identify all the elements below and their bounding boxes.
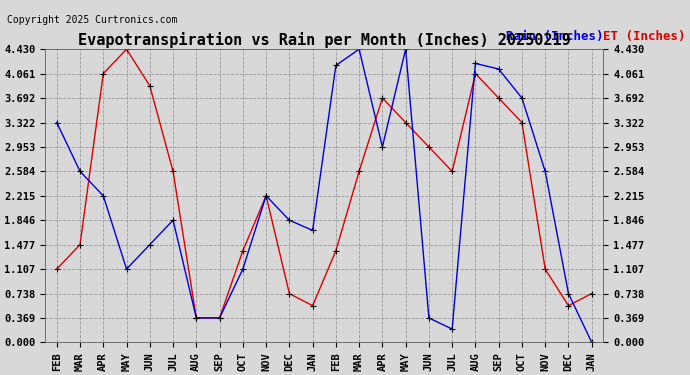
Text: ET (Inches): ET (Inches) bbox=[603, 30, 686, 44]
Title: Evapotranspiration vs Rain per Month (Inches) 20250219: Evapotranspiration vs Rain per Month (In… bbox=[78, 32, 571, 48]
Text: Rain (Inches): Rain (Inches) bbox=[506, 30, 603, 44]
Text: Copyright 2025 Curtronics.com: Copyright 2025 Curtronics.com bbox=[7, 15, 177, 25]
